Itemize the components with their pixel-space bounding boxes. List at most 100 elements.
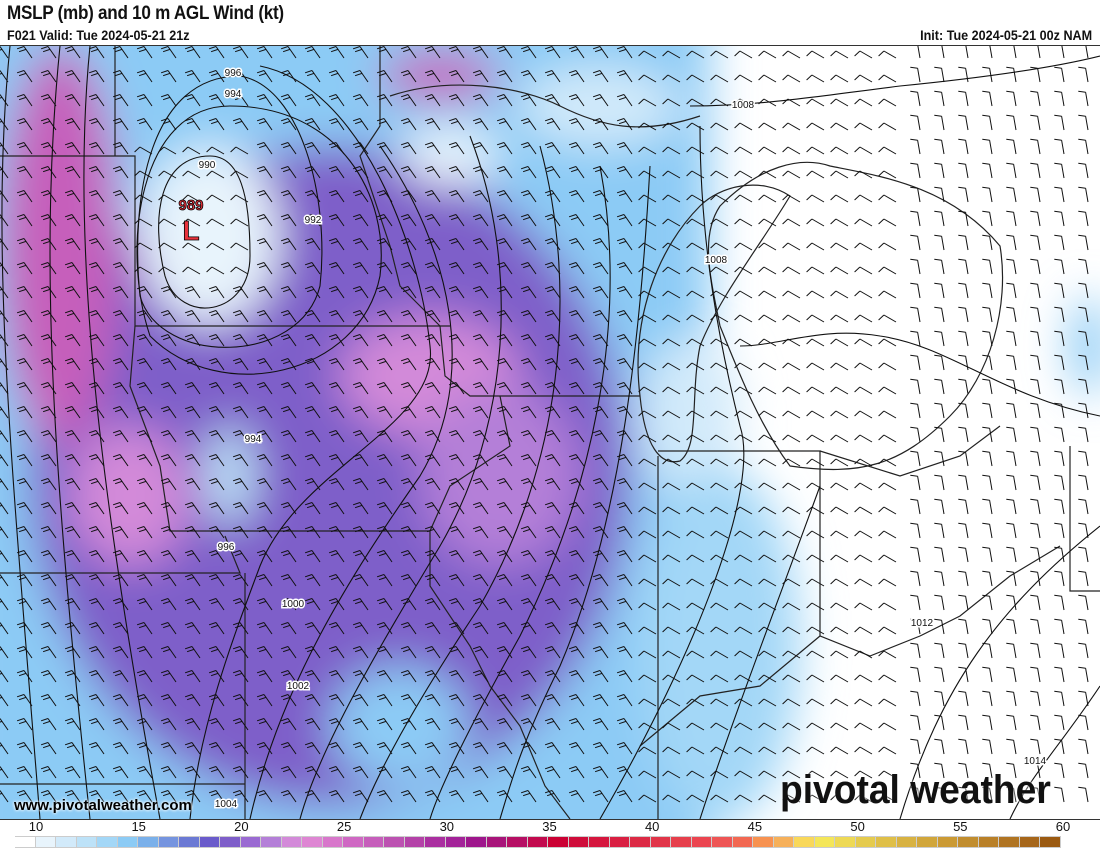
wind-barb [782, 74, 801, 83]
wind-barb [448, 142, 465, 155]
wind-barb [854, 530, 873, 539]
wind-barb [472, 46, 489, 59]
wind-barb [88, 262, 105, 275]
wind-barb [328, 190, 345, 203]
wind-barb [352, 310, 369, 323]
wind-barb [206, 242, 225, 251]
wind-barb [710, 770, 729, 779]
wind-barb [686, 722, 705, 731]
wind-barb [448, 166, 465, 179]
wind-barb [400, 598, 417, 611]
wind-barb [806, 434, 825, 443]
colorbar-swatch [97, 836, 118, 848]
wind-barb [136, 598, 153, 611]
wind-barb [710, 386, 729, 395]
wind-barb [376, 766, 393, 779]
wind-barb [184, 694, 201, 707]
wind-barb [734, 50, 753, 59]
wind-barb [638, 698, 657, 707]
wind-barb [88, 406, 105, 419]
wind-barb [734, 434, 753, 443]
wind-barb [958, 522, 969, 539]
wind-barb [544, 622, 561, 635]
wind-barb [496, 262, 513, 275]
wind-barb [472, 382, 489, 395]
wind-barb [160, 766, 177, 779]
wind-barb [782, 722, 801, 731]
wind-barb [400, 646, 417, 659]
wind-barb [304, 358, 321, 371]
wind-barb [734, 578, 753, 587]
wind-barb [328, 550, 345, 563]
wind-barb [830, 338, 849, 347]
wind-barb [878, 194, 897, 203]
wind-barb [16, 742, 33, 755]
wind-barb [934, 666, 945, 683]
wind-barb [256, 478, 273, 491]
wind-barb [40, 214, 57, 227]
wind-barb [136, 718, 153, 731]
wind-barb [592, 742, 609, 755]
wind-barb [64, 550, 81, 563]
wind-barb [328, 670, 345, 683]
wind-barb [710, 458, 729, 467]
wind-barb [1030, 306, 1041, 323]
wind-barb [982, 258, 993, 275]
wind-barb [280, 190, 297, 203]
wind-barb [686, 554, 705, 563]
wind-barb [592, 790, 609, 803]
wind-barb [448, 238, 465, 251]
wind-barb [64, 478, 81, 491]
wind-barb [1054, 450, 1065, 467]
wind-barb [112, 670, 129, 683]
wind-speed-fill [0, 46, 1100, 819]
wind-barb [982, 474, 993, 491]
wind-barb [496, 526, 513, 539]
wind-barb [328, 574, 345, 587]
wind-barb [982, 738, 993, 755]
wind-barb [280, 790, 297, 803]
wind-barb [544, 142, 561, 155]
wind-barb [982, 522, 993, 539]
wind-barb [16, 694, 33, 707]
wind-barb [1078, 66, 1089, 83]
wind-barb [734, 386, 753, 395]
wind-barb [64, 766, 81, 779]
colorbar-swatch [896, 836, 917, 848]
wind-barb [328, 694, 345, 707]
wind-barb [544, 262, 561, 275]
wind-barb [472, 790, 489, 803]
wind-barb [0, 142, 9, 155]
wind-barb [472, 598, 489, 611]
wind-barb [40, 526, 57, 539]
wind-barb [1006, 402, 1017, 419]
wind-barb [328, 118, 345, 131]
colorbar-swatch [322, 836, 343, 848]
wind-barb [230, 218, 249, 227]
wind-barb [16, 790, 33, 803]
weather-map[interactable]: 996 994 990 992 994 996 1000 1002 1004 1… [0, 45, 1100, 820]
wind-barb [206, 218, 225, 227]
wind-barb [934, 306, 945, 323]
wind-barb [256, 406, 273, 419]
wind-barb [616, 574, 633, 587]
wind-barb [0, 46, 9, 59]
wind-barb [158, 170, 177, 179]
wind-barb [616, 46, 633, 59]
colorbar-swatch [138, 836, 159, 848]
wind-barb [496, 718, 513, 731]
wind-barb [1030, 570, 1041, 587]
wind-barb [136, 406, 153, 419]
wind-barb [1006, 522, 1017, 539]
wind-barb [182, 218, 201, 227]
low-pressure-center: 989 L [178, 197, 204, 247]
wind-barb [1061, 46, 1065, 59]
wind-barb [958, 162, 969, 179]
wind-barb [160, 574, 177, 587]
wind-barb [328, 478, 345, 491]
wind-barb [758, 242, 777, 251]
wind-barb [232, 550, 249, 563]
wind-barb [710, 194, 729, 203]
wind-barb [662, 290, 681, 299]
wind-barb [232, 718, 249, 731]
